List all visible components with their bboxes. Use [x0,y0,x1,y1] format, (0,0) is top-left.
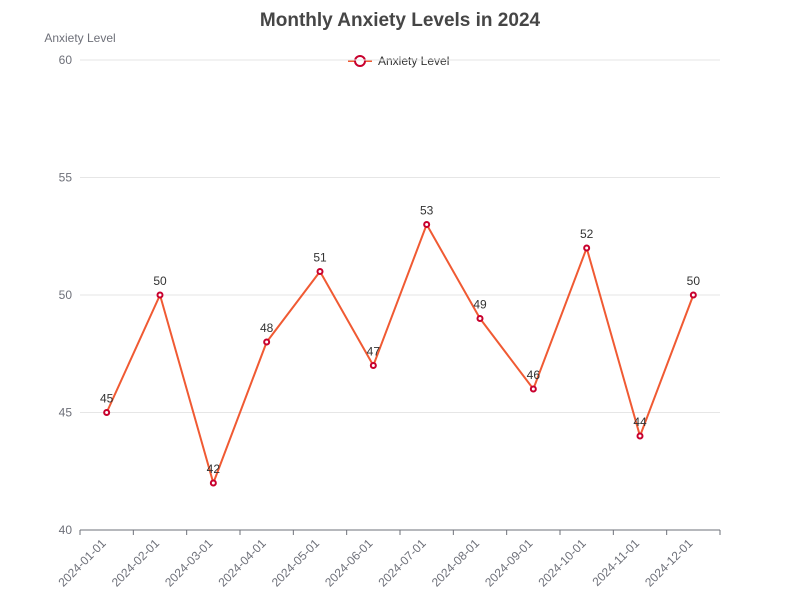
data-label: 51 [313,251,327,265]
y-tick-label: 40 [59,523,73,537]
data-label: 42 [207,462,221,476]
data-label: 52 [580,227,594,241]
data-label: 45 [100,392,114,406]
y-axis-label: Anxiety Level [44,31,115,45]
data-label: 49 [473,298,487,312]
data-point [689,291,697,299]
legend[interactable]: Anxiety Level [348,54,449,68]
chart-title: Monthly Anxiety Levels in 2024 [259,10,541,31]
x-tick-label: 2024-01-01 [55,536,109,590]
data-point [583,244,591,252]
data-point [423,221,431,228]
data-point [529,385,537,393]
data-labels: 45 50 42 48 51 47 53 49 46 52 44 50 [100,204,700,477]
x-tick-label: 2024-08-01 [429,536,483,590]
legend-label: Anxiety Level [378,54,449,68]
axes: 40 45 50 55 60 2024-01-01 2024-02-01 2024-03-01… [55,53,721,590]
y-tick-label: 60 [59,53,73,67]
data-point [156,291,164,299]
data-point [316,268,324,275]
x-tick-label: 2024-10-01 [535,536,589,590]
data-label: 50 [153,274,167,288]
data-label: 50 [687,274,701,288]
y-tick-label: 45 [59,406,73,420]
x-tick-label: 2024-03-01 [162,536,216,590]
x-tick-label: 2024-07-01 [375,536,429,590]
data-label: 44 [633,415,647,429]
grid [80,59,720,413]
y-tick-label: 55 [59,171,73,185]
data-label: 46 [527,368,541,382]
data-label: 47 [367,345,381,359]
x-tick-label: 2024-06-01 [322,536,376,590]
data-label: 48 [260,321,274,335]
data-point [636,432,644,440]
data-point [263,338,271,346]
series-line [105,223,695,484]
series-anxiety-level [103,221,697,487]
x-tick-label: 2024-02-01 [109,536,163,590]
data-point [476,315,484,322]
legend-marker [354,55,366,67]
y-tick-label: 50 [59,288,73,302]
x-tick-label: 2024-12-01 [642,536,696,590]
data-label: 53 [420,204,434,218]
data-point [103,409,111,416]
data-point [369,362,377,369]
x-tick-label: 2024-09-01 [482,536,536,590]
data-point [209,479,217,487]
x-tick-label: 2024-11-01 [589,536,642,589]
x-tick-label: 2024-04-01 [215,536,269,590]
x-tick-label: 2024-05-01 [269,536,323,590]
